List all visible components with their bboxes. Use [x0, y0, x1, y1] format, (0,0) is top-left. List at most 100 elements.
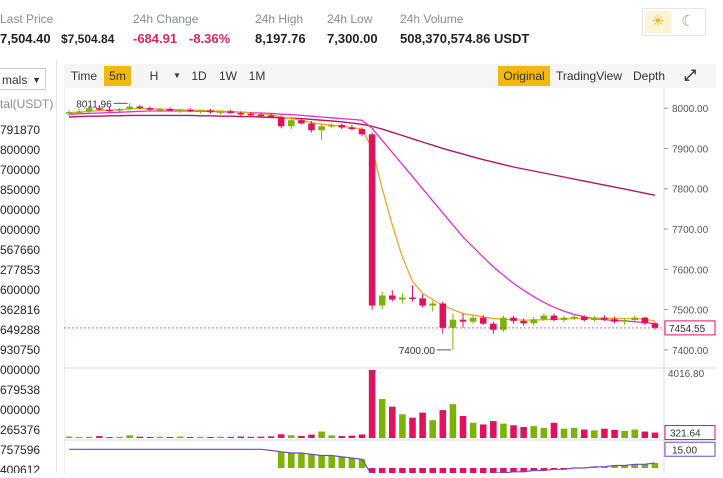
total-values-list: 791870 800000 700000 850000 000000 000000 5676…: [0, 120, 40, 473]
ma-slow-line: [69, 114, 656, 196]
indicator-bar: [641, 464, 649, 468]
volume-bar: [399, 414, 406, 438]
change-24h-percent: -8.36%: [189, 31, 231, 46]
volume-bar: [85, 436, 93, 438]
candle-body: [611, 319, 618, 322]
indicator-bar: [621, 465, 628, 468]
indicator-bar: [338, 456, 346, 468]
volume-bar: [500, 423, 507, 438]
price-tick-label: 7800.00: [672, 185, 709, 196]
total-value-row: 400612: [0, 463, 41, 473]
volume-bar: [550, 422, 558, 438]
candle-body: [106, 109, 113, 112]
total-value-row: 679538: [0, 383, 41, 397]
tab-1d[interactable]: 1D: [191, 69, 207, 83]
view-original[interactable]: Original: [498, 66, 550, 86]
volume-bar: [247, 436, 255, 438]
indicator-bar: [550, 468, 558, 470]
tab-5m[interactable]: 5m: [104, 66, 131, 86]
last-price-label: Last Price: [0, 12, 54, 26]
indicator-bar: [318, 455, 325, 468]
candle-body: [277, 117, 285, 127]
volume-bar: [378, 399, 386, 438]
decimals-select[interactable]: mals ▼: [0, 68, 46, 90]
volume-bar: [116, 436, 123, 438]
ticker-header: Last Price 7,504.40 $7,504.84 24h Change…: [0, 0, 723, 60]
candle-body: [479, 317, 487, 324]
volume-bar: [611, 429, 618, 438]
hours-dropdown-icon[interactable]: ▼: [173, 71, 181, 80]
candle-body: [469, 317, 477, 322]
indicator-bar: [429, 468, 436, 478]
candle-body: [247, 113, 255, 116]
volume-bar: [186, 437, 194, 439]
theme-toggle[interactable]: ☀ ☾: [642, 8, 706, 36]
tab-hours[interactable]: H: [149, 69, 159, 83]
candle-body: [298, 120, 305, 124]
view-tradingview[interactable]: TradingView: [555, 69, 623, 83]
sun-icon[interactable]: ☀: [645, 11, 671, 33]
fullscreen-icon[interactable]: ⤢: [683, 67, 696, 84]
low-24h-value: 7,300.00: [327, 31, 378, 46]
candle-body: [156, 108, 164, 111]
indicator-value-label: 15.00: [672, 445, 697, 456]
candle-body: [378, 295, 386, 306]
indicator-bar: [560, 468, 568, 470]
total-column-header: tal(USDT): [0, 97, 54, 111]
candle-body: [550, 315, 558, 321]
indicator-bar: [459, 468, 467, 477]
tab-1m[interactable]: 1M: [248, 69, 266, 83]
indicator-bar: [409, 468, 416, 478]
volume-bar: [570, 427, 578, 438]
total-value-row: 800000: [0, 143, 41, 157]
candle-body: [449, 319, 457, 328]
indicator-bar: [520, 468, 527, 472]
candle-body: [570, 316, 578, 319]
volume-bar: [601, 428, 608, 438]
tab-1w[interactable]: 1W: [219, 69, 237, 83]
volume-bar: [439, 410, 447, 438]
candle-body: [439, 303, 447, 328]
indicator-bar: [479, 468, 487, 475]
volume-bar: [580, 429, 588, 438]
tab-time[interactable]: Time: [70, 69, 98, 83]
volume-bar: [530, 426, 538, 438]
price-tick-label: 7600.00: [672, 265, 709, 276]
candle-body: [389, 295, 396, 300]
volume-bar: [389, 406, 396, 438]
candle-body: [237, 112, 245, 115]
candle-body: [126, 106, 133, 109]
indicator-bar: [298, 453, 305, 468]
volume-bar: [166, 436, 174, 438]
indicator-bar: [419, 468, 426, 478]
moon-icon[interactable]: ☾: [681, 13, 695, 30]
volume-bar: [227, 436, 234, 438]
volume-bar: [257, 436, 265, 438]
candle-body: [267, 115, 275, 118]
volume-bar: [560, 428, 568, 438]
total-value-row: 277853: [0, 263, 41, 277]
candle-body: [560, 317, 568, 321]
price-chart[interactable]: 8000.00 7900.00 7800.00 7700.00 7600.00 7500.…: [63, 88, 716, 478]
indicator-bar: [490, 468, 497, 473]
indicator-bar: [378, 468, 386, 478]
volume-bar: [207, 436, 214, 438]
candle-body: [85, 108, 93, 112]
volume-bar: [419, 412, 426, 438]
candle-body: [116, 108, 123, 111]
candle-body: [520, 320, 527, 324]
volume-bar: [318, 431, 325, 438]
indicator-bar: [439, 468, 447, 478]
candle-body: [217, 111, 224, 113]
price-tick-label: 7400.00: [672, 346, 709, 357]
volume-bar: [540, 427, 548, 438]
volume-bar: [288, 435, 295, 438]
candle-body: [591, 317, 598, 321]
view-depth[interactable]: Depth: [632, 69, 666, 83]
total-value-row: 649288: [0, 323, 41, 337]
volume-bar: [641, 431, 649, 438]
candlestick-chart-svg[interactable]: 8000.00 7900.00 7800.00 7700.00 7600.00 7500.…: [63, 88, 716, 478]
candle-body: [338, 125, 346, 128]
change-24h-value: -684.91: [133, 31, 178, 46]
volume-bar: [197, 436, 204, 438]
